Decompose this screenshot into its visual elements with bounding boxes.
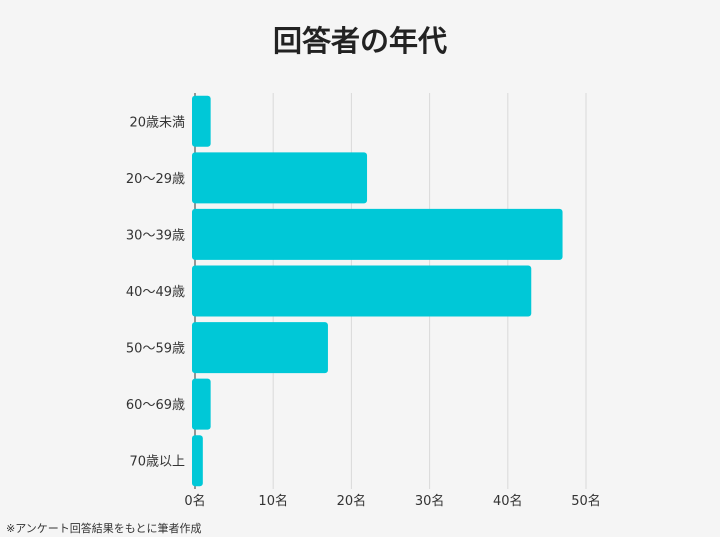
bar xyxy=(192,95,211,147)
bar xyxy=(192,265,532,317)
category-label: 20～29歳 xyxy=(126,172,185,187)
chart-title: 回答者の年代 xyxy=(272,24,447,58)
x-tick-label: 10名 xyxy=(258,493,288,509)
bars xyxy=(192,95,563,487)
x-tick-label: 0名 xyxy=(184,493,205,509)
footnote: ※アンケート回答結果をもとに筆者作成 xyxy=(6,522,202,535)
category-label: 40～49歳 xyxy=(126,285,185,300)
bar xyxy=(192,208,563,260)
category-label: 60～69歳 xyxy=(126,398,185,413)
bar xyxy=(192,378,211,430)
category-label: 70歳以上 xyxy=(129,455,185,470)
category-label: 20歳未満 xyxy=(129,115,185,130)
x-tick-label: 40名 xyxy=(493,493,523,509)
bar xyxy=(192,322,328,374)
bar xyxy=(192,152,368,204)
x-tick-label: 50名 xyxy=(571,493,601,509)
x-tick-label: 20名 xyxy=(337,493,367,509)
category-label: 50～59歳 xyxy=(126,342,185,357)
category-labels: 20歳未満 20～29歳 30～39歳 40～49歳 50～59歳 60～69歳 70歳以上 xyxy=(126,115,185,469)
x-tick-label: 30名 xyxy=(415,493,445,509)
x-tick-labels: 0名 10名 20名 30名 40名 50名 xyxy=(184,493,600,509)
category-label: 30～39歳 xyxy=(126,228,185,243)
bar xyxy=(192,435,203,487)
